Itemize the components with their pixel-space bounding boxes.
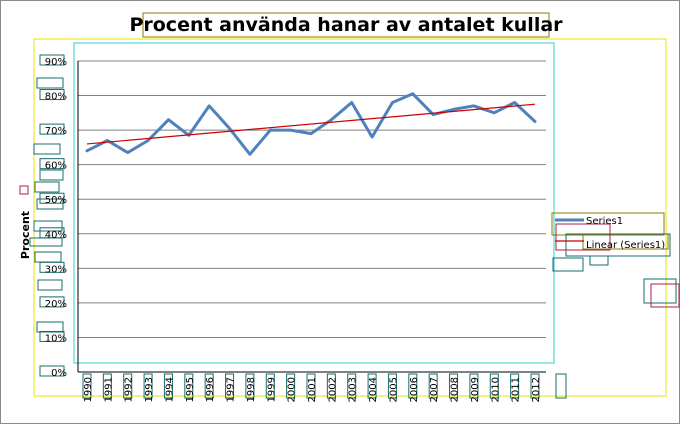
- y-tick-box-8: [39, 89, 65, 101]
- x-tick-box-2006: [408, 373, 418, 399]
- y-tick-0%: 0%: [51, 368, 67, 379]
- x-tick-2005: 2005: [388, 377, 399, 402]
- x-tick-2004: 2004: [368, 377, 379, 402]
- stray-box-5: [33, 220, 63, 232]
- trendline: [86, 103, 536, 145]
- y-tick-boxes: [29, 54, 65, 377]
- x-tick-box-2009: [469, 373, 479, 399]
- x-tick-box-2003: [347, 373, 357, 399]
- y-axis-label: Procent: [19, 211, 32, 259]
- x-tick-2007: 2007: [429, 377, 440, 402]
- x-tick-2011: 2011: [511, 377, 522, 402]
- stray-box-8: [37, 279, 63, 291]
- y-tick-50%: 50%: [45, 195, 67, 206]
- x-tick-box-2005: [387, 373, 397, 399]
- x-tick-1993: 1993: [144, 377, 155, 402]
- x-tick-1992: 1992: [124, 377, 135, 402]
- stray-box-3: [34, 181, 60, 193]
- x-tick-box-1995: [184, 373, 194, 399]
- x-tick-2001: 2001: [307, 377, 318, 402]
- x-tick-box-2008: [449, 373, 459, 399]
- y-tick-box-2: [39, 296, 65, 308]
- x-tick-box-2010: [489, 373, 499, 399]
- x-tick-1999: 1999: [266, 377, 277, 402]
- x-tick-2012: 2012: [531, 377, 542, 402]
- x-tick-box-2004: [367, 373, 377, 399]
- y-tick-20%: 20%: [45, 299, 67, 310]
- gridlines: [78, 60, 546, 338]
- x-tick-1998: 1998: [246, 377, 257, 402]
- x-tick-1991: 1991: [103, 377, 114, 402]
- x-tick-box-2001: [306, 373, 316, 399]
- y-tick-box-9: [39, 54, 65, 66]
- y-tick-70%: 70%: [45, 126, 67, 137]
- x-tick-box-2007: [428, 373, 438, 399]
- x-tick-2000: 2000: [287, 377, 298, 402]
- y-tick-box-5: [39, 192, 65, 204]
- x-tick-box-1994: [163, 373, 173, 399]
- y-tick-90%: 90%: [45, 57, 67, 68]
- x-tick-box-2012: [530, 373, 540, 399]
- y-tick-80%: 80%: [45, 92, 67, 103]
- x-tick-1995: 1995: [185, 377, 196, 402]
- chart-title: Procent använda hanar av antalet kullar: [129, 14, 563, 36]
- y-tick-box-6: [39, 158, 65, 170]
- y-tick-10%: 10%: [45, 333, 67, 344]
- y-tick-labels: 0% 10% 20% 30% 40% 50% 60% 70% 80% 90%: [45, 57, 67, 379]
- x-tick-1996: 1996: [205, 377, 216, 402]
- x-tick-box-1991: [102, 373, 112, 399]
- stray-box-0: [36, 77, 64, 89]
- x-tick-1990: 1990: [83, 377, 94, 402]
- x-tick-box-1992: [123, 373, 133, 399]
- x-tick-boxes: [82, 373, 540, 399]
- x-tick-box-2002: [326, 373, 336, 399]
- x-tick-box-1999: [265, 373, 275, 399]
- x-tick-2006: 2006: [409, 377, 420, 402]
- y-tick-60%: 60%: [45, 161, 67, 172]
- series1-line: [85, 92, 537, 156]
- legend: Series1 Linear (Series1): [551, 212, 671, 257]
- legend-series1-label: Series1: [586, 216, 623, 227]
- x-tick-labels: 1990 1991 1992 1993 1994 1995 1996 1997 1998 1999…: [83, 377, 542, 402]
- x-tick-box-1996: [204, 373, 214, 399]
- x-tick-box-1997: [225, 373, 235, 399]
- stray-box-7: [34, 251, 62, 263]
- stray-box-9: [36, 321, 64, 333]
- x-tick-box-1993: [143, 373, 153, 399]
- stray-box-4: [36, 198, 64, 210]
- x-tick-2002: 2002: [327, 377, 338, 402]
- x-tick-box-1998: [245, 373, 255, 399]
- y-tick-30%: 30%: [45, 264, 67, 275]
- y-tick-40%: 40%: [45, 230, 67, 241]
- stray-box-6: [29, 237, 63, 247]
- x-tick-box-1990: [82, 373, 92, 399]
- decoration-boxes: [19, 12, 680, 399]
- x-tick-2003: 2003: [348, 377, 359, 402]
- x-tick-box-2011: [510, 373, 520, 399]
- legend-trend-label: Linear (Series1): [586, 240, 665, 251]
- x-tick-2008: 2008: [450, 377, 461, 402]
- y-tick-box-7: [39, 123, 65, 135]
- x-tick-2009: 2009: [470, 377, 481, 402]
- y-tick-box-1: [39, 330, 65, 342]
- x-tick-box-2000: [286, 373, 296, 399]
- y-tick-box-0: [39, 365, 65, 377]
- x-tick-1994: 1994: [164, 377, 175, 402]
- x-tick-2010: 2010: [490, 377, 501, 402]
- x-tick-1997: 1997: [226, 377, 237, 402]
- stray-box-1: [33, 143, 61, 155]
- stray-box-2: [39, 169, 64, 181]
